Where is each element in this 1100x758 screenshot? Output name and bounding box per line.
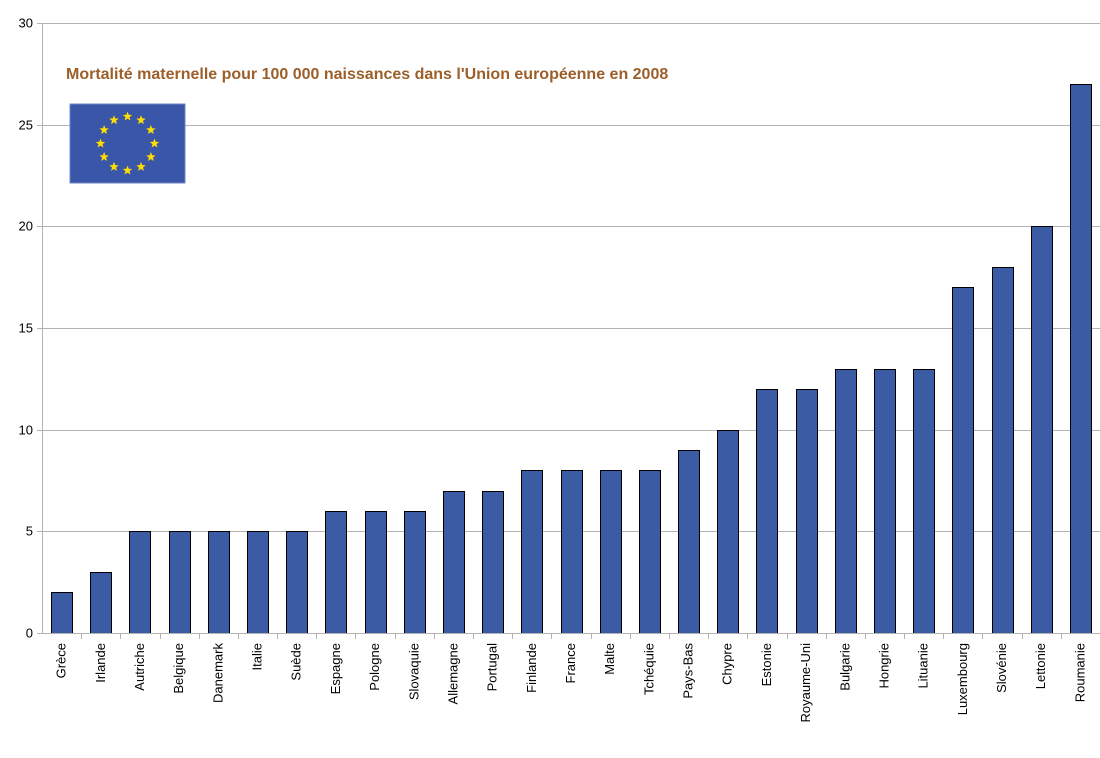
x-tick-label: Portugal: [485, 643, 500, 692]
chart-title: Mortalité maternelle pour 100 000 naissa…: [66, 66, 668, 83]
x-tick-label: Italie: [250, 643, 265, 670]
bar-luxembourg: [953, 288, 974, 634]
y-tick-labels: 0 5 10 15 20 25 30: [19, 16, 33, 641]
bar-malte: [601, 471, 622, 634]
x-tick-label: Roumanie: [1072, 643, 1087, 702]
bar-tch-quie: [640, 471, 661, 634]
x-tick-label: Irlande: [93, 643, 108, 683]
x-tick-label: Luxembourg: [955, 643, 970, 715]
bar-autriche: [130, 532, 151, 634]
x-tick-label: Hongrie: [876, 643, 891, 689]
x-tick-label: Suède: [289, 643, 304, 681]
y-tick-label: 0: [26, 626, 33, 641]
bar-slov-nie: [993, 268, 1014, 634]
bar-chypre: [718, 431, 739, 634]
bar-belgique: [170, 532, 191, 634]
x-tick-label: Chypre: [720, 643, 735, 685]
bar-hongrie: [875, 370, 896, 634]
y-tick-label: 20: [19, 219, 33, 234]
eu-flag-icon: [70, 104, 185, 183]
bar-allemagne: [444, 492, 465, 634]
y-tick-label: 10: [19, 423, 33, 438]
x-tick-label: Slovénie: [994, 643, 1009, 693]
x-tick-label: Estonie: [759, 643, 774, 686]
bar-gr-ce: [52, 593, 73, 634]
bar-pologne: [366, 512, 387, 634]
bar-espagne: [326, 512, 347, 634]
bar-irlande: [91, 573, 112, 634]
x-tick-label: Finlande: [524, 643, 539, 693]
x-tick-label: Pays-Bas: [681, 643, 696, 699]
x-tick-label: France: [563, 643, 578, 683]
x-tick-label: Danemark: [210, 643, 225, 703]
x-tick-label: Espagne: [328, 643, 343, 694]
x-tick-label: Autriche: [132, 643, 147, 691]
x-tick-label: Grèce: [54, 643, 69, 678]
x-tick-label: Tchéquie: [641, 643, 656, 695]
bar-lituanie: [914, 370, 935, 634]
bar-danemark: [209, 532, 230, 634]
bar-su-de: [287, 532, 308, 634]
x-tick-labels: Grèce Irlande Autriche Belgique Danemark Ital…: [54, 643, 1088, 723]
x-tick-label: Malte: [602, 643, 617, 675]
bar-roumanie: [1071, 85, 1092, 634]
y-tick-label: 30: [19, 16, 33, 31]
bar-slovaquie: [405, 512, 426, 634]
bar-portugal: [483, 492, 504, 634]
y-tick-label: 15: [19, 321, 33, 336]
x-tick-label: Slovaquie: [406, 643, 421, 700]
bar-royaume-uni: [797, 390, 818, 634]
bar-finlande: [522, 471, 543, 634]
bar-bulgarie: [836, 370, 857, 634]
grid-layer: [42, 24, 1100, 532]
x-tick-label: Lettonie: [1033, 643, 1048, 689]
bar-estonie: [757, 390, 778, 634]
y-tick-label: 25: [19, 118, 33, 133]
bar-lettonie: [1032, 227, 1053, 634]
x-tick-label: Allemagne: [445, 643, 460, 704]
x-tick-label: Royaume-Uni: [798, 643, 813, 723]
x-tick-label: Bulgarie: [837, 643, 852, 691]
x-tick-label: Lituanie: [916, 643, 931, 689]
y-tick-label: 5: [26, 524, 33, 539]
x-tick-label: Pologne: [367, 643, 382, 691]
bar-pays-bas: [679, 451, 700, 634]
bars-layer: [52, 85, 1092, 634]
bar-france: [562, 471, 583, 634]
x-tick-label: Belgique: [171, 643, 186, 694]
bar-italie: [248, 532, 269, 634]
